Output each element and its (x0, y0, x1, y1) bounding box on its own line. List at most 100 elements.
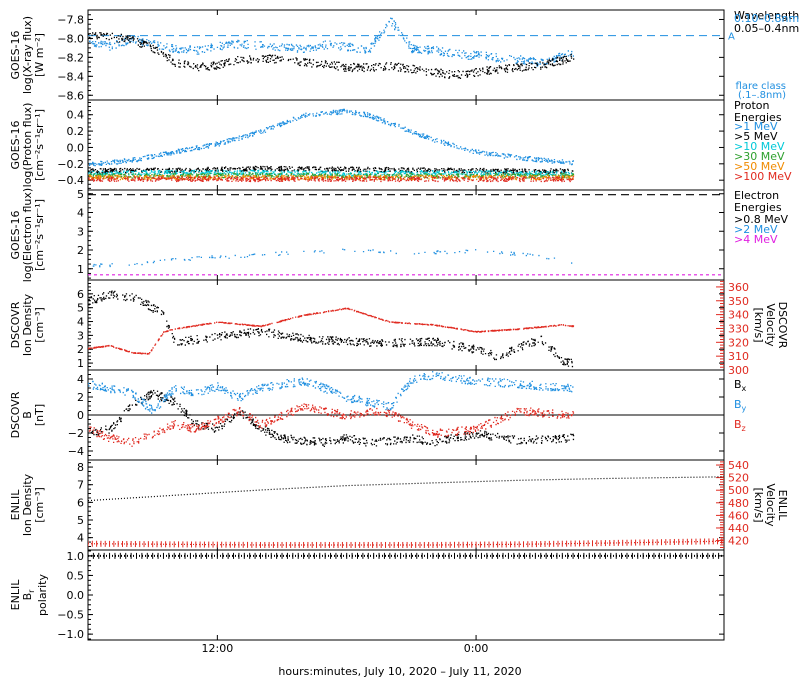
y-axis-label-line: B (21, 411, 34, 419)
y2-tick-label: 300 (728, 364, 749, 377)
y-tick-label: −1.0 (57, 628, 84, 641)
series-points (88, 174, 575, 181)
panel-frame (87, 9, 725, 101)
series-points (88, 32, 575, 79)
data-area (88, 552, 724, 559)
y2-axis-label-line: [km/s] (752, 487, 765, 522)
y-axis-label-line: Ion Density (21, 473, 34, 536)
panel-proton: −0.4 −0.2 0.0 0.2 0.4 GOES-16log(Proton flux)… (9, 99, 792, 191)
panel-enlil_br: −1.0 −0.5 0.0 0.5 1.0 ENLILBrpolarity (9, 549, 725, 641)
y2-tick-label: 500 (728, 484, 749, 497)
y2-axis-label: DSCOVRVelocity[km/s] (752, 302, 789, 349)
series-ion-density (88, 290, 574, 368)
series-points (88, 108, 575, 167)
x-tick-labels: 12:00 0:00 (202, 642, 489, 655)
y-tick-label: −2 (68, 427, 84, 440)
y-axis-label-line: [cm⁻³] (33, 487, 46, 523)
legend-entry: Bz (734, 418, 746, 433)
y-axis-label-line: [nT] (33, 404, 46, 426)
legend-entry: >0.8 MeV (734, 213, 788, 226)
y-tick-label: −8.0 (57, 32, 84, 45)
legend-entry-base: B (734, 378, 742, 391)
y-axis-label-line: [cm⁻³] (33, 307, 46, 343)
y-axis-label-line: Ion Density (21, 293, 34, 356)
y-tick-label: 5 (77, 302, 84, 315)
panel-frame (87, 189, 725, 281)
y-tick-label: 1 (77, 357, 84, 370)
series-points (88, 169, 573, 177)
y-axis-label-line: GOES-16 (9, 120, 22, 169)
y2-tick-label: 320 (728, 336, 749, 349)
y-tick-label: 0.0 (67, 141, 85, 154)
y-tick-label: 2 (77, 244, 84, 257)
data-area (88, 476, 724, 548)
legend-title: Electron (734, 189, 779, 202)
y-axis-label-line: DSCOVR (9, 301, 22, 348)
series-points (92, 248, 573, 268)
y-tick-label: 3 (77, 329, 84, 342)
y-tick-label: 0.0 (67, 589, 85, 602)
y2-axis-label-line: DSCOVR (776, 302, 789, 349)
legend-title: Energies (734, 111, 782, 124)
series-velocity (88, 538, 724, 548)
y-tick-label: 1 (77, 263, 84, 276)
y-axis-label-line: log(Electron flux) (21, 188, 34, 282)
panel-dscovr_density: 123456300310320330340350360DSCOVRVelocit… (9, 279, 789, 377)
series-points (89, 17, 574, 67)
y-axis-label-line: B (21, 593, 34, 601)
series--1-mev (88, 108, 575, 167)
y-tick-label: −0.2 (57, 158, 84, 171)
y2-axis-label-line: [km/s] (752, 307, 765, 342)
series-bz (88, 403, 575, 447)
legend-entry-sub: y (742, 404, 747, 413)
legend-entry: Bx (734, 378, 747, 393)
y-tick-label: 2 (77, 391, 84, 404)
panel-frame (87, 279, 725, 371)
series--50-mev (88, 174, 575, 181)
legend-title: Wavelength (734, 9, 799, 22)
series-points (88, 176, 574, 183)
y2-tick-label: 330 (728, 322, 749, 335)
panel-xray: −8.6 −8.4 −8.2 −8.0 −7.8 GOES-16log(X-ray flu… (9, 9, 799, 102)
y-axis-label: GOES-16log(X-ray flux)[W m⁻²] (9, 16, 46, 94)
panel-electron: 1 2 3 4 5 GOES-16log(Electron flux)[cm⁻²s⁻¹sr… (9, 188, 788, 282)
y-axis-label-line: ENLIL (9, 579, 22, 611)
y2-tick-label: 540 (728, 459, 749, 472)
y-tick-label: 1.0 (67, 550, 85, 563)
y-axis-label-sub: r (27, 589, 36, 593)
series--5-mev (88, 165, 574, 174)
y-tick-label: 0.2 (67, 125, 85, 138)
series-ion-density (88, 476, 724, 502)
legend-entry: >2 MeV (734, 223, 778, 236)
series-velocity (88, 307, 575, 355)
legend-entry: >1 MeV (734, 120, 778, 133)
legend-entry-base: B (734, 418, 742, 431)
legend-title: Proton (734, 99, 769, 112)
series-points (88, 165, 574, 174)
legend-entry: >30 MeV (734, 150, 785, 163)
y-axis-label-line: [W m⁻²] (33, 33, 46, 77)
y2-tick-label: 440 (728, 522, 749, 535)
legend-entry: >50 MeV (734, 160, 785, 173)
y-axis-label: DSCOVRB[nT] (9, 391, 46, 438)
legend-entry-base: B (734, 398, 742, 411)
x-tick-label: 12:00 (202, 642, 234, 655)
y2-tick-label: 310 (728, 350, 749, 363)
y-tick-label: 0.4 (67, 109, 85, 122)
y-tick-label: −8.4 (57, 70, 84, 83)
data-area (88, 17, 575, 79)
y-axis-label-line: DSCOVR (9, 391, 22, 438)
y-axis-label-line: [cm⁻²s⁻¹sr⁻¹] (33, 109, 46, 181)
x-tick-label: 0:00 (464, 642, 489, 655)
data-area (88, 194, 724, 276)
y-axis-label-line: log(X-ray flux) (21, 16, 34, 94)
y-tick-label: −0.4 (57, 174, 84, 187)
y-axis-label: DSCOVRIon Density[cm⁻³] (9, 293, 46, 356)
y-tick-label: 6 (77, 288, 84, 301)
y2-tick-label: 480 (728, 497, 749, 510)
